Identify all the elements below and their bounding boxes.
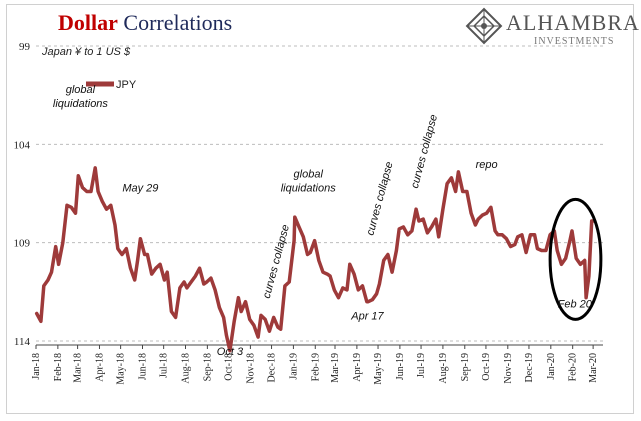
title-word-dollar: Dollar <box>58 10 118 35</box>
y-tick-label: 114 <box>14 336 31 348</box>
x-tick-label: Jul-18 <box>159 353 170 378</box>
x-tick-label: Feb-18 <box>53 353 64 381</box>
x-tick-label: Apr-19 <box>352 353 363 382</box>
annotation-1: May 29 <box>122 183 158 195</box>
highlight-ellipse <box>548 197 603 321</box>
x-tick-label: Jul-19 <box>416 353 427 378</box>
x-tick-label: Dec-19 <box>524 353 535 382</box>
y-tick-label: 109 <box>14 238 31 250</box>
x-tick-label: Mar-18 <box>73 353 84 383</box>
chart-title: Dollar Correlations <box>58 10 232 36</box>
x-tick-label: Dec-18 <box>267 353 278 382</box>
annotation-4-line2: liquidations <box>281 183 337 195</box>
annotation-3: curves collapse <box>261 223 292 299</box>
x-tick-label: Aug-19 <box>438 353 449 384</box>
x-tick-label: May-19 <box>373 353 384 385</box>
annotation-7: curves collapse <box>409 113 440 189</box>
annotation-2: Oct 3 <box>217 346 244 358</box>
x-tick-label: Feb-20 <box>568 353 579 381</box>
annotation-0: global <box>66 84 96 96</box>
x-tick-label: Mar-20 <box>588 353 599 383</box>
x-tick-label: Oct-18 <box>224 353 235 381</box>
x-tick-label: Jan-19 <box>288 353 299 380</box>
logo-subtitle: INVESTMENTS <box>534 36 615 47</box>
x-tick-label: Feb-19 <box>310 353 321 381</box>
legend-label: JPY <box>116 79 137 91</box>
alhambra-logo: ALHAMBRA INVESTMENTS <box>464 6 639 47</box>
x-tick-label: Nov-19 <box>503 353 514 384</box>
x-tick-label: Oct-19 <box>481 353 492 381</box>
annotation-6: curves collapse <box>364 160 395 236</box>
x-tick-label: May-18 <box>116 353 127 385</box>
series-line-jpy <box>34 166 597 353</box>
chart-frame <box>6 4 634 414</box>
logo-name: ALHAMBRA <box>506 10 640 35</box>
alhambra-diamond-icon <box>465 7 503 45</box>
annotation-0-line2: liquidations <box>53 98 109 110</box>
x-tick-label: Mar-19 <box>330 353 341 383</box>
x-tick-label: Sep-18 <box>202 353 213 381</box>
y-axis-label: Japan ¥ to 1 US $ <box>41 46 131 58</box>
title-word-correlations: Correlations <box>123 10 233 35</box>
x-tick-label: Jan-18 <box>31 353 42 380</box>
x-tick-label: Jun-19 <box>395 353 406 380</box>
annotation-8: repo <box>476 159 498 171</box>
x-tick-label: Nov-18 <box>245 353 256 384</box>
x-tick-label: Sep-19 <box>460 353 471 381</box>
annotation-5: Apr 17 <box>350 310 384 322</box>
x-tick-label: Aug-18 <box>181 353 192 384</box>
annotation-9: Feb 20 <box>558 299 593 311</box>
y-tick-label: 99 <box>19 41 31 53</box>
y-tick-label: 104 <box>14 139 31 151</box>
x-tick-label: Jan-20 <box>546 353 557 380</box>
x-tick-label: Apr-18 <box>94 353 105 382</box>
annotation-4: global <box>294 169 324 181</box>
x-tick-label: Jun-18 <box>137 353 148 380</box>
